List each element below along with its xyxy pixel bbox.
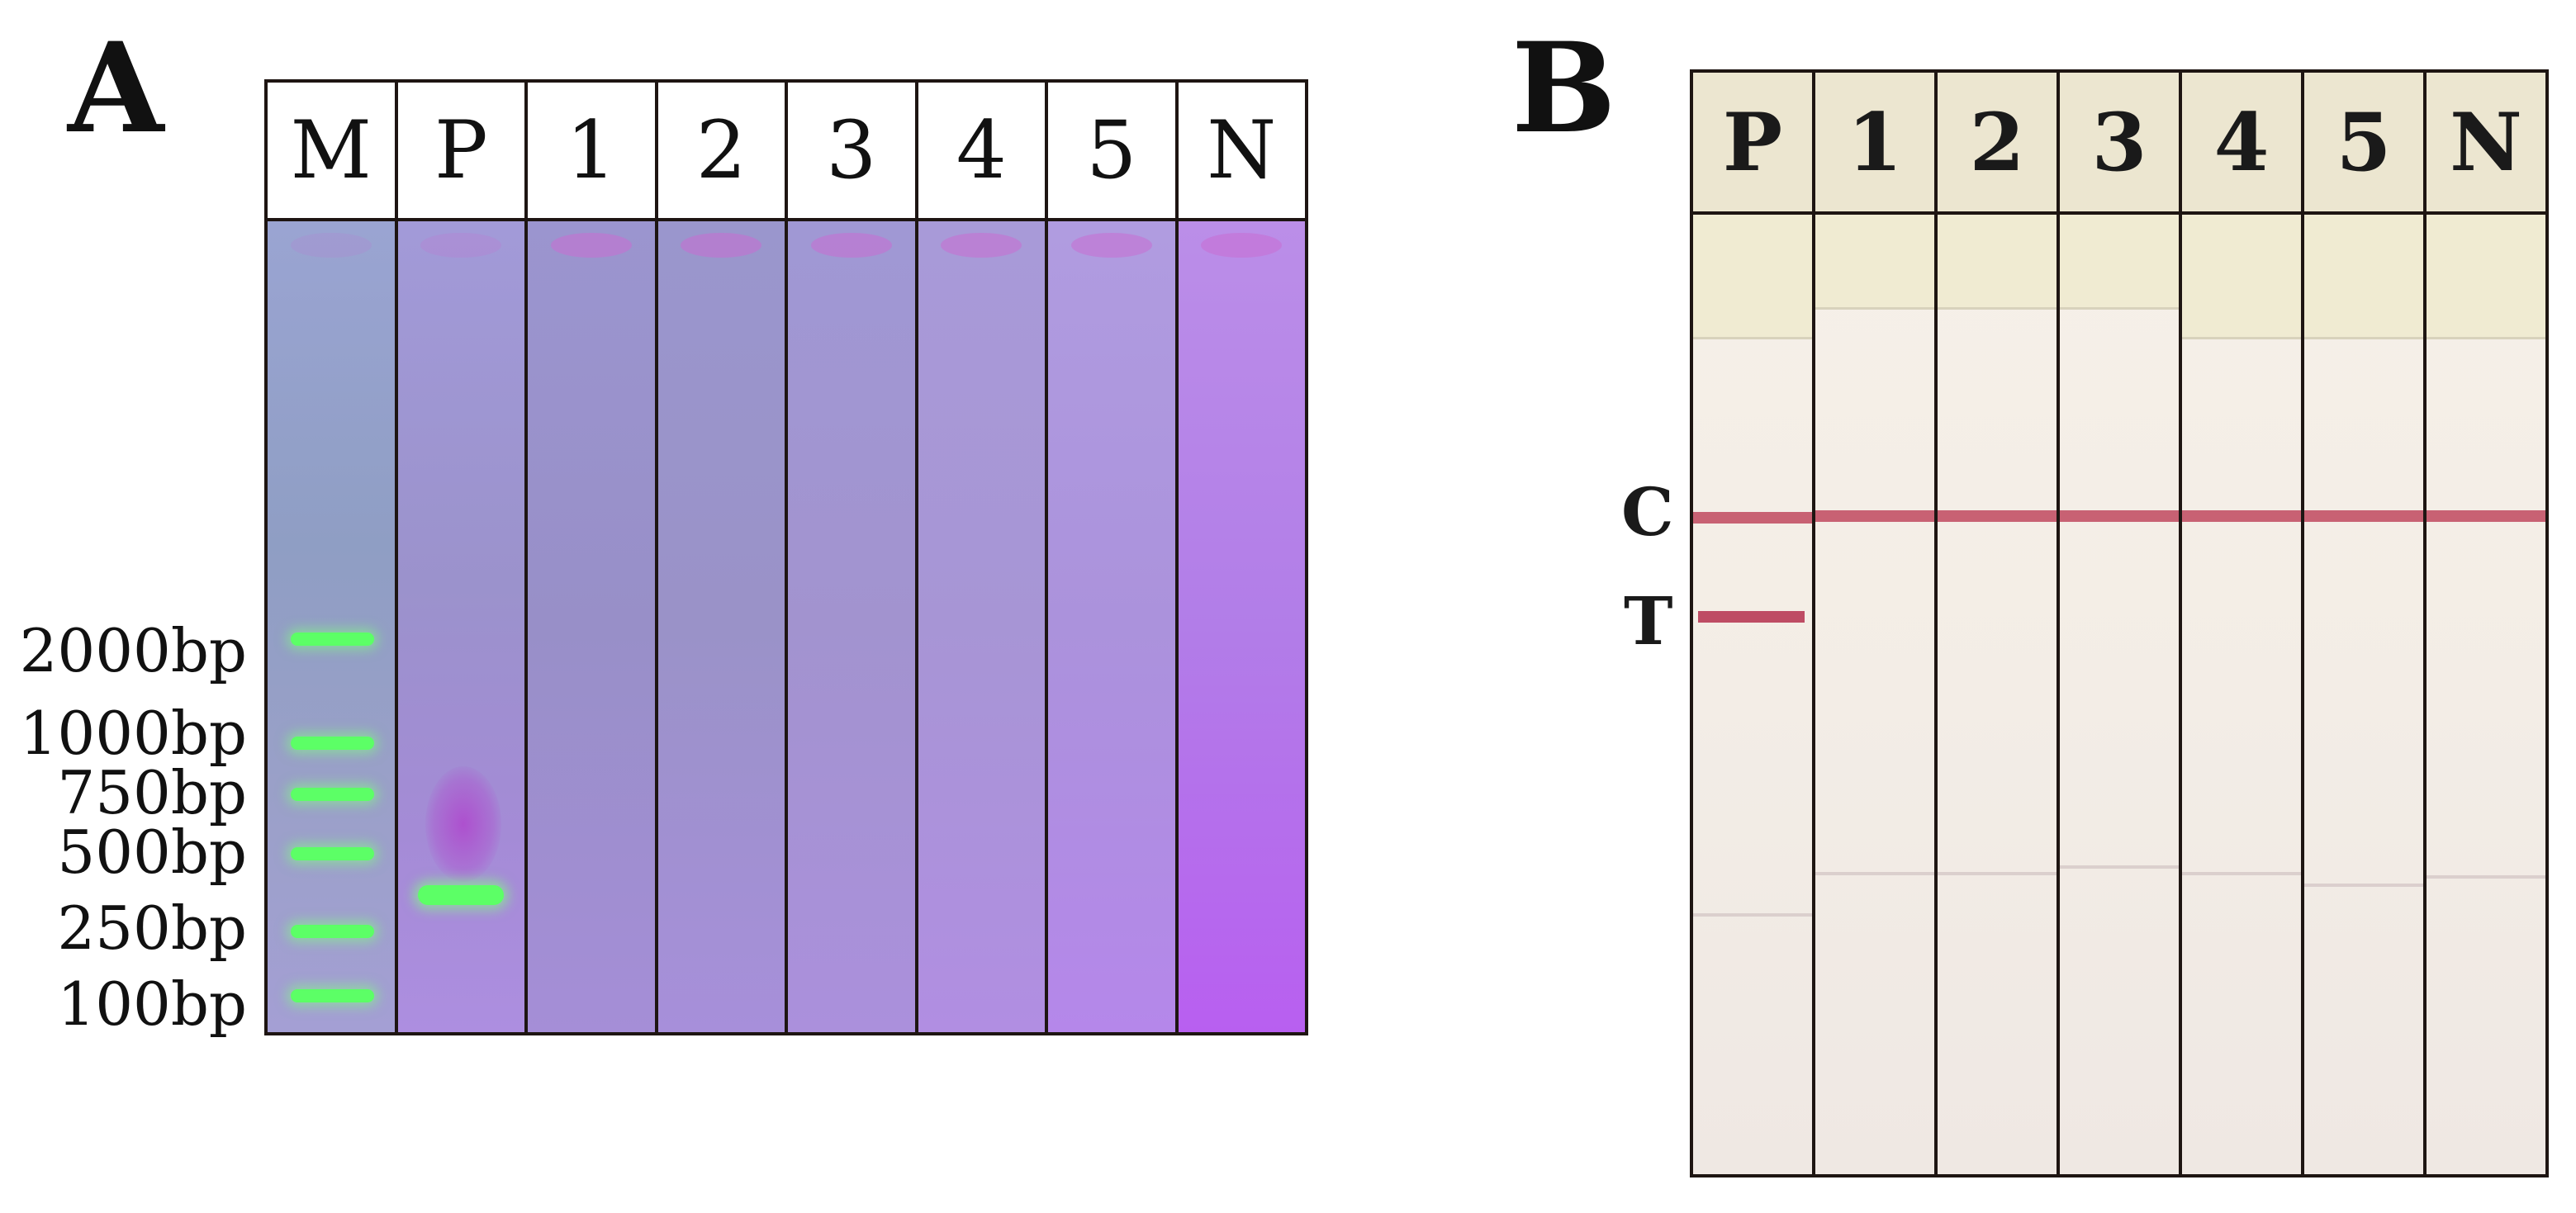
size-marker-500bp: 500bp bbox=[57, 817, 247, 887]
gel-well bbox=[1201, 233, 1283, 258]
gel-lane-marker bbox=[268, 221, 395, 1032]
size-marker-1000bp: 1000bp bbox=[19, 699, 247, 768]
gel-well bbox=[420, 233, 502, 258]
control-line bbox=[1815, 510, 1934, 522]
gel-well bbox=[810, 233, 892, 258]
strip-sample-1 bbox=[1815, 215, 1934, 1174]
gel-smear bbox=[425, 766, 502, 882]
control-line bbox=[2304, 510, 2423, 522]
strip-positive bbox=[1693, 215, 1812, 1174]
strips bbox=[1693, 215, 2545, 1174]
control-line bbox=[2182, 510, 2301, 522]
gel-lane-label-n: N bbox=[1178, 83, 1305, 218]
control-line bbox=[2060, 510, 2179, 522]
gel-well bbox=[290, 233, 372, 258]
panel-a-label: A bbox=[68, 16, 164, 161]
gel-lane-sample-1 bbox=[528, 221, 655, 1032]
gel-lane-sample-4 bbox=[918, 221, 1045, 1032]
gel-lane-header-row: M P 1 2 3 4 5 N bbox=[268, 83, 1305, 218]
sample-pad bbox=[1938, 215, 2057, 310]
strip-negative bbox=[2427, 215, 2545, 1174]
membrane-edge bbox=[2182, 872, 2301, 875]
gel-lane-label-p: P bbox=[397, 83, 524, 218]
strip-sample-5 bbox=[2304, 215, 2423, 1174]
gel-lane-label-2: 2 bbox=[657, 83, 785, 218]
gel-lane-label-m: M bbox=[268, 83, 395, 218]
gel-lane-positive bbox=[397, 221, 524, 1032]
gel-electrophoresis-image: M P 1 2 3 4 5 N bbox=[264, 79, 1308, 1035]
strip-label-2: 2 bbox=[1938, 73, 2057, 211]
sample-pad bbox=[2304, 215, 2423, 339]
strip-sample-3 bbox=[2060, 215, 2179, 1174]
gel-lane-negative bbox=[1178, 221, 1305, 1032]
sample-pad bbox=[2060, 215, 2179, 310]
size-marker-250bp: 250bp bbox=[57, 893, 247, 963]
ladder-band-750bp bbox=[290, 788, 374, 801]
gel-well bbox=[1070, 233, 1152, 258]
size-marker-100bp: 100bp bbox=[57, 969, 247, 1039]
membrane-edge bbox=[1938, 872, 2057, 875]
membrane-edge bbox=[2060, 865, 2179, 869]
sample-pad bbox=[1693, 215, 1812, 339]
strip-sample-2 bbox=[1938, 215, 2057, 1174]
sample-pad bbox=[2182, 215, 2301, 339]
gel-lane-sample-5 bbox=[1048, 221, 1175, 1032]
gel-lane-label-3: 3 bbox=[788, 83, 915, 218]
gel-well bbox=[550, 233, 632, 258]
membrane-edge bbox=[1693, 913, 1812, 917]
ladder-band-500bp bbox=[290, 847, 374, 860]
strip-lane-header-row: P 1 2 3 4 5 N bbox=[1693, 73, 2545, 211]
lateral-flow-strip-image: P 1 2 3 4 5 N bbox=[1690, 69, 2549, 1177]
strip-label-p: P bbox=[1693, 73, 1812, 211]
ladder-band-250bp bbox=[290, 925, 374, 938]
strip-label-n: N bbox=[2427, 73, 2545, 211]
test-line bbox=[1697, 611, 1805, 623]
membrane-edge bbox=[2304, 884, 2423, 887]
panel-b-label: B bbox=[1511, 16, 1616, 161]
ladder-band-2000bp bbox=[290, 633, 374, 646]
membrane-edge bbox=[2427, 875, 2545, 879]
gel-lane-label-1: 1 bbox=[528, 83, 655, 218]
test-line-label: T bbox=[1624, 582, 1673, 660]
control-line bbox=[2427, 510, 2545, 522]
size-marker-750bp: 750bp bbox=[57, 758, 247, 827]
sample-pad bbox=[2427, 215, 2545, 339]
gel-well bbox=[681, 233, 762, 258]
gel-well bbox=[941, 233, 1022, 258]
control-line bbox=[1693, 512, 1812, 524]
strip-label-5: 5 bbox=[2304, 73, 2423, 211]
ladder-band-1000bp bbox=[290, 737, 374, 750]
control-line bbox=[1938, 510, 2057, 522]
control-line-label: C bbox=[1621, 473, 1674, 551]
gel-lane-sample-2 bbox=[657, 221, 785, 1032]
gel-lane-sample-3 bbox=[788, 221, 915, 1032]
ladder-band-100bp bbox=[290, 989, 374, 1002]
strip-label-1: 1 bbox=[1815, 73, 1934, 211]
gel-lanes bbox=[268, 221, 1305, 1032]
membrane-edge bbox=[1815, 872, 1934, 875]
size-marker-2000bp: 2000bp bbox=[19, 616, 247, 685]
gel-lane-label-4: 4 bbox=[918, 83, 1045, 218]
sample-band bbox=[418, 885, 505, 905]
gel-lane-label-5: 5 bbox=[1048, 83, 1175, 218]
sample-pad bbox=[1815, 215, 1934, 310]
strip-label-3: 3 bbox=[2060, 73, 2179, 211]
strip-sample-4 bbox=[2182, 215, 2301, 1174]
strip-label-4: 4 bbox=[2182, 73, 2301, 211]
